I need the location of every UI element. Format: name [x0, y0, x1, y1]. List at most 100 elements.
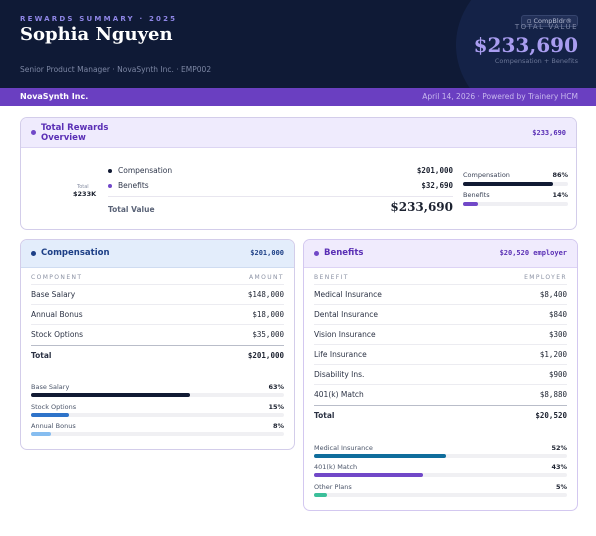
overview-title-line2: Overview: [41, 133, 86, 143]
bar-percent: 5%: [555, 483, 567, 491]
benefits-bar-other-plans: Other Plans 5%: [314, 483, 567, 501]
bar-fill: [314, 493, 327, 497]
total-label: Total: [31, 351, 52, 360]
total-value-label: TOTAL VALUE: [514, 23, 578, 31]
bar-fill: [314, 454, 446, 458]
table-row: Dental Insurance $840: [314, 304, 567, 324]
overview-divider: [108, 196, 453, 197]
bar-fill: [463, 202, 478, 206]
benefits-bar-401k: 401(k) Match 43%: [314, 463, 567, 481]
overview-total-label: Total Value: [108, 205, 155, 214]
compensation-card: Compensation $201,000 COMPONENT AMOUNT B…: [20, 239, 295, 450]
column-header-amount: AMOUNT: [249, 274, 284, 281]
benefits-column-header: BENEFIT EMPLOYER: [314, 274, 567, 284]
row-value: $900: [548, 370, 567, 379]
employee-subtitle: Senior Product Manager · NovaSynth Inc. …: [20, 65, 212, 74]
bar-percent: 15%: [268, 403, 284, 411]
overview-card-header: Total Rewards Overview $233,690: [21, 118, 576, 148]
benefits-header-value: $20,520 employer: [499, 249, 567, 257]
bar-label: Annual Bonus: [31, 422, 76, 430]
overview-title: Total Rewards Overview: [41, 123, 108, 143]
row-value: $300: [548, 330, 567, 339]
table-row: Base Salary $148,000: [31, 284, 284, 304]
bar-percent: 43%: [551, 463, 567, 471]
bar-percent: 86%: [552, 171, 568, 179]
bar-fill: [31, 393, 191, 397]
table-row: Stock Options $35,000: [31, 324, 284, 344]
total-value: $20,520: [535, 411, 567, 420]
table-row: Vision Insurance $300: [314, 324, 567, 344]
overview-row-value: $201,000: [416, 166, 453, 175]
bar-fill: [31, 432, 52, 436]
bar-track: [314, 493, 567, 497]
bar-label: 401(k) Match: [314, 463, 358, 471]
table-row: Annual Bonus $18,000: [31, 304, 284, 324]
table-row: Medical Insurance $8,400: [314, 284, 567, 304]
bar-track: [463, 182, 568, 186]
row-label: Vision Insurance: [314, 330, 376, 339]
table-row: Disability Ins. $900: [314, 364, 567, 384]
row-value: $18,000: [252, 310, 284, 319]
overview-row-benefits: Benefits $32,690: [108, 180, 453, 194]
compensation-bar-stock-options: Stock Options 15%: [31, 403, 284, 421]
compensation-bar-base-salary: Base Salary 63%: [31, 383, 284, 401]
bar-percent: 63%: [268, 383, 284, 391]
bullet-dot-icon: [31, 130, 36, 135]
bar-track: [31, 393, 284, 397]
bar-track: [463, 202, 568, 206]
table-total-row: Total $201,000: [31, 345, 284, 365]
overview-row-value: $32,690: [421, 181, 453, 190]
column-header-component: COMPONENT: [31, 274, 83, 281]
total-value-amount: $233,690: [473, 33, 578, 57]
compensation-title: Compensation: [41, 248, 110, 258]
bar-label: Benefits: [463, 191, 490, 199]
table-row: 401(k) Match $8,880: [314, 384, 567, 404]
row-label: Base Salary: [31, 290, 76, 299]
bar-fill: [463, 182, 554, 186]
profile-header: REWARDS SUMMARY · 2025 Sophia Nguyen Sen…: [0, 0, 596, 88]
table-total-row: Total $20,520: [314, 405, 567, 425]
row-label: Medical Insurance: [314, 290, 382, 299]
benefits-card: Benefits $20,520 employer BENEFIT EMPLOY…: [303, 239, 578, 511]
bar-label: Base Salary: [31, 383, 70, 391]
legend-dot-icon: [108, 169, 112, 173]
benefits-title: Benefits: [324, 248, 364, 258]
bullet-dot-icon: [31, 251, 36, 256]
bar-track: [314, 473, 567, 477]
overview-bar-benefits: Benefits 14%: [463, 191, 568, 211]
bar-track: [314, 454, 567, 458]
bar-track: [31, 432, 284, 436]
overview-total-value: $233,690: [390, 200, 453, 214]
overview-row-label: Benefits: [118, 181, 149, 190]
bar-percent: 14%: [552, 191, 568, 199]
total-value-subtitle: Compensation + Benefits: [494, 57, 578, 65]
bar-label: Medical Insurance: [314, 444, 373, 452]
report-date-info: April 14, 2026 · Powered by Trainery HCM: [422, 92, 578, 101]
row-value: $1,200: [539, 350, 567, 359]
total-value: $201,000: [247, 351, 284, 360]
company-bar: NovaSynth Inc. April 14, 2026 · Powered …: [0, 88, 596, 106]
bar-fill: [314, 473, 423, 477]
total-rewards-overview-card: Total Rewards Overview $233,690 Total $2…: [20, 117, 577, 230]
header-kicker: REWARDS SUMMARY · 2025: [20, 15, 178, 23]
overview-row-compensation: Compensation $201,000: [108, 165, 453, 179]
bar-label: Other Plans: [314, 483, 352, 491]
benefits-card-header: Benefits $20,520 employer: [304, 240, 577, 268]
overview-row-label: Compensation: [118, 166, 173, 175]
bar-track: [31, 413, 284, 417]
column-header-employer: EMPLOYER: [524, 274, 567, 281]
row-value: $148,000: [247, 290, 284, 299]
benefits-bar-medical: Medical Insurance 52%: [314, 444, 567, 462]
donut-center-value: $233K: [73, 190, 97, 198]
compensation-header-value: $201,000: [250, 249, 284, 257]
overview-title-line1: Total Rewards: [41, 123, 109, 133]
column-header-benefit: BENEFIT: [314, 274, 349, 281]
row-label: Annual Bonus: [31, 310, 83, 319]
overview-bar-compensation: Compensation 86%: [463, 171, 568, 191]
total-label: Total: [314, 411, 335, 420]
row-value: $8,400: [539, 290, 567, 299]
overview-header-value: $233,690: [532, 129, 566, 137]
bar-percent: 52%: [551, 444, 567, 452]
bullet-dot-icon: [314, 251, 319, 256]
company-name: NovaSynth Inc.: [20, 92, 89, 101]
